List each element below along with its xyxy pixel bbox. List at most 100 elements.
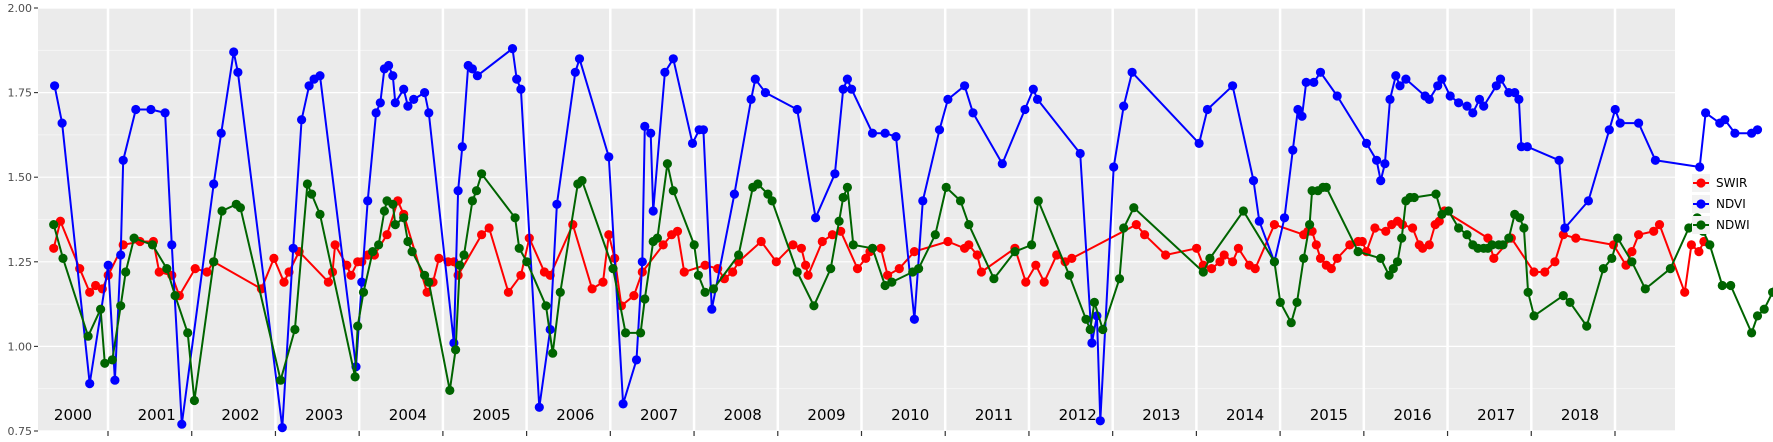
data-point xyxy=(1444,206,1454,216)
legend-key-point xyxy=(1696,178,1706,188)
data-point xyxy=(968,108,978,118)
data-point xyxy=(202,267,212,277)
data-point xyxy=(577,176,587,186)
data-point xyxy=(1269,257,1279,267)
data-point xyxy=(646,128,656,138)
data-point xyxy=(154,267,164,277)
data-point xyxy=(118,155,128,165)
data-point xyxy=(1424,94,1434,104)
data-point xyxy=(1109,162,1119,172)
data-point xyxy=(467,196,477,206)
data-point xyxy=(1514,94,1524,104)
year-label: 2006 xyxy=(556,406,594,424)
data-point xyxy=(788,240,798,250)
data-point xyxy=(1039,277,1049,287)
year-label: 2013 xyxy=(1142,406,1180,424)
data-point xyxy=(891,132,901,142)
data-point xyxy=(989,274,999,284)
data-point xyxy=(1370,223,1380,233)
year-label: 2014 xyxy=(1226,406,1264,424)
year-label: 2008 xyxy=(724,406,762,424)
data-point xyxy=(598,277,608,287)
data-point xyxy=(209,257,219,267)
data-point xyxy=(817,236,827,247)
data-point xyxy=(85,379,95,389)
data-point xyxy=(58,253,68,263)
year-label: 2017 xyxy=(1477,406,1515,424)
data-point xyxy=(399,213,409,223)
data-point xyxy=(1474,94,1485,104)
data-point xyxy=(1192,243,1202,253)
year-label: 2000 xyxy=(54,406,92,424)
series-ndvi xyxy=(50,44,1763,433)
year-label: 2004 xyxy=(389,406,427,424)
data-point xyxy=(1627,257,1637,267)
data-point xyxy=(1437,74,1447,84)
data-point xyxy=(290,324,300,335)
data-point xyxy=(1468,108,1478,118)
data-point xyxy=(420,270,430,280)
data-point xyxy=(760,88,771,98)
data-point xyxy=(693,270,704,280)
data-point xyxy=(552,199,562,209)
data-point xyxy=(570,67,580,77)
data-point xyxy=(1649,226,1659,236)
data-point xyxy=(503,287,513,297)
data-point xyxy=(1326,264,1336,274)
data-point xyxy=(96,304,106,314)
data-point xyxy=(1424,240,1434,250)
data-point xyxy=(1495,74,1506,84)
data-point xyxy=(658,240,668,250)
data-point xyxy=(668,54,678,64)
data-point xyxy=(49,220,59,230)
data-point xyxy=(728,267,738,277)
data-point xyxy=(687,138,698,148)
data-point xyxy=(1385,94,1395,104)
data-point xyxy=(809,301,819,311)
data-point xyxy=(477,169,487,179)
data-point xyxy=(1759,304,1769,314)
data-point xyxy=(1408,223,1418,233)
data-point xyxy=(1380,159,1390,169)
data-point xyxy=(453,186,463,196)
data-point xyxy=(110,375,120,385)
data-point xyxy=(1332,91,1342,101)
data-point xyxy=(507,44,518,54)
legend: SWIR NDVI NDWI xyxy=(1692,174,1750,234)
data-point xyxy=(1095,416,1105,426)
data-point xyxy=(1684,223,1694,233)
data-point xyxy=(1665,264,1675,274)
data-point xyxy=(346,270,356,280)
data-point xyxy=(1010,247,1020,257)
data-point xyxy=(49,243,59,253)
data-point xyxy=(1381,226,1391,236)
data-point xyxy=(1032,94,1043,104)
data-point xyxy=(1127,67,1137,77)
data-point xyxy=(1489,253,1499,263)
data-point xyxy=(1228,81,1238,91)
data-point xyxy=(375,98,385,108)
data-point xyxy=(729,189,740,199)
data-point xyxy=(170,291,180,301)
data-point xyxy=(363,196,373,206)
data-point xyxy=(276,375,286,385)
data-point xyxy=(1332,253,1342,263)
y-tick-label: 1.75 xyxy=(8,87,33,100)
data-point xyxy=(909,314,920,324)
data-point xyxy=(587,284,597,294)
data-point xyxy=(85,287,95,297)
data-point xyxy=(424,108,434,118)
data-point xyxy=(403,236,413,247)
data-point xyxy=(1717,280,1727,291)
data-point xyxy=(1293,104,1303,115)
data-point xyxy=(233,67,243,77)
year-label: 2016 xyxy=(1393,406,1431,424)
data-point xyxy=(1081,314,1091,324)
data-point xyxy=(1315,67,1326,77)
data-point xyxy=(771,257,781,267)
data-point xyxy=(434,253,444,263)
data-point xyxy=(1194,138,1204,148)
legend-item-swir: SWIR xyxy=(1692,174,1747,192)
grid-lines xyxy=(38,7,1675,436)
data-point xyxy=(1705,240,1715,250)
